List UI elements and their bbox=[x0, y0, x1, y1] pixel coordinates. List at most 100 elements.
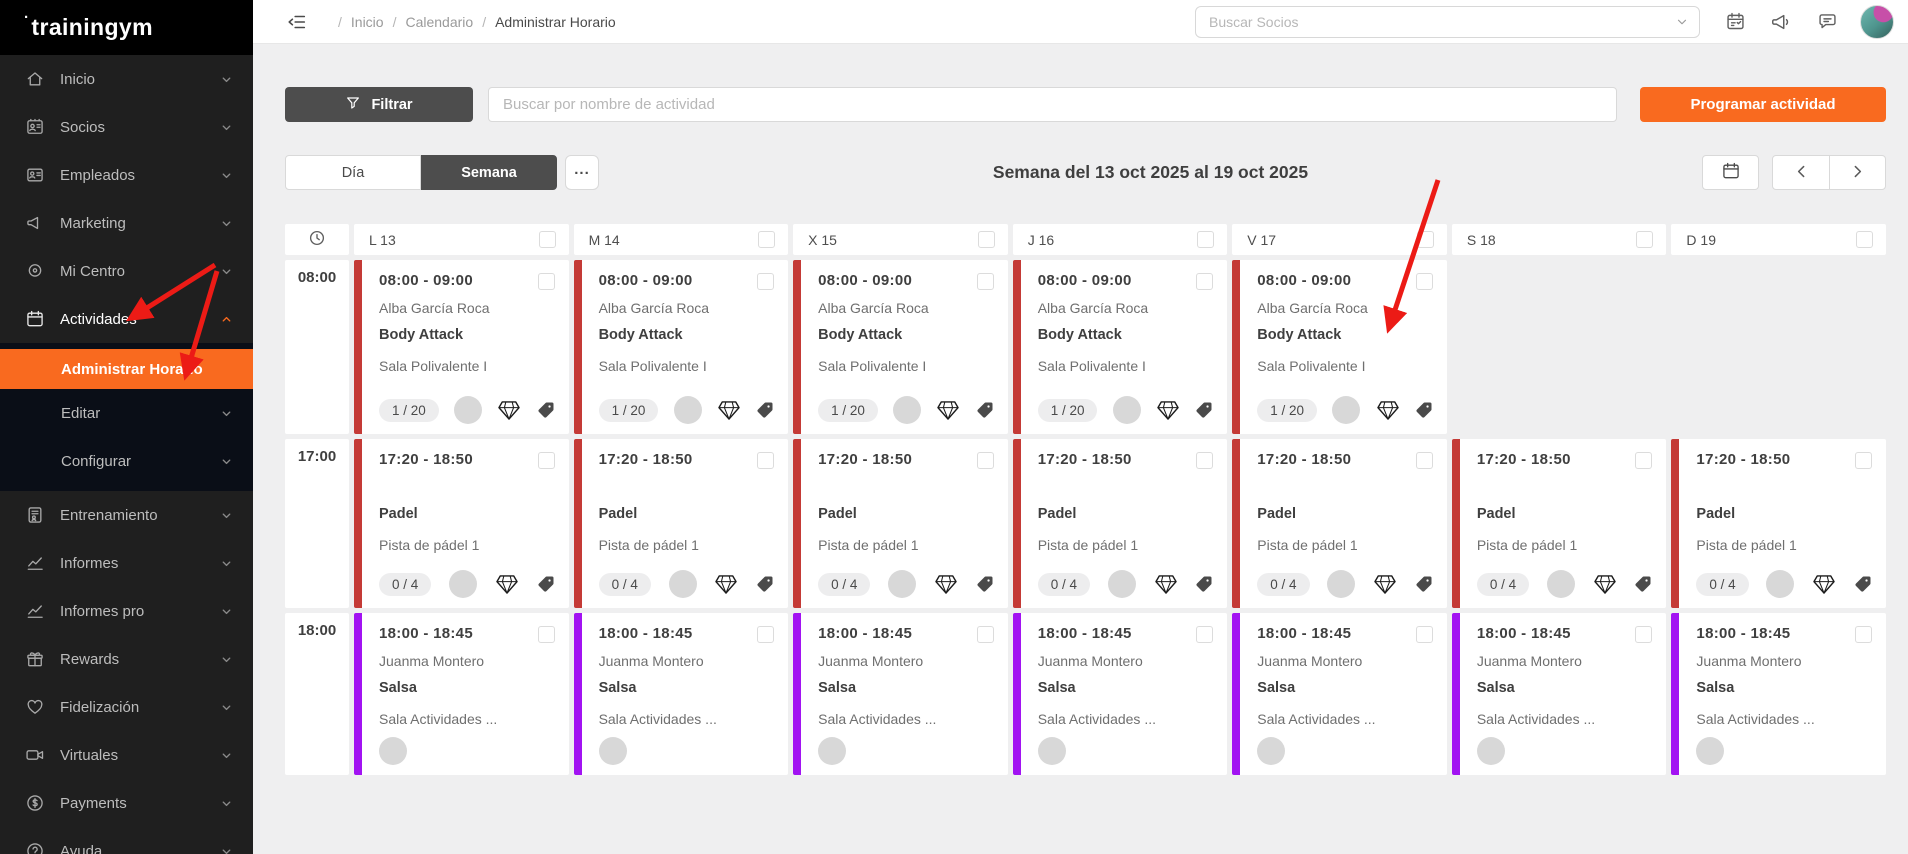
tag-icon[interactable] bbox=[756, 575, 774, 593]
diamond-icon[interactable] bbox=[714, 574, 738, 595]
avatar[interactable] bbox=[1860, 4, 1894, 39]
event-checkbox[interactable] bbox=[537, 273, 555, 290]
calendar-picker-button[interactable] bbox=[1702, 155, 1759, 190]
event-card-body-attack-day5[interactable]: 08:00 - 09:00 Alba García Roca Body Attack… bbox=[1232, 260, 1447, 434]
event-checkbox[interactable] bbox=[757, 626, 775, 643]
event-checkbox[interactable] bbox=[537, 626, 555, 643]
event-checkbox[interactable] bbox=[976, 626, 994, 643]
day-select-checkbox[interactable] bbox=[977, 231, 995, 248]
sidebar-item-empleados[interactable]: Empleados bbox=[0, 151, 253, 199]
event-card-salsa-day2[interactable]: 18:00 - 18:45 Juanma Montero Salsa Sala Act… bbox=[573, 613, 789, 775]
diamond-icon[interactable] bbox=[1376, 400, 1400, 421]
event-card-body-attack-day4[interactable]: 08:00 - 09:00 Alba García Roca Body Attack… bbox=[1012, 260, 1228, 434]
breadcrumb-item-calendario[interactable]: Calendario bbox=[405, 13, 474, 30]
diamond-icon[interactable] bbox=[1156, 400, 1180, 421]
sidebar-item-fidelizacion[interactable]: Fidelización bbox=[0, 683, 253, 731]
sidebar-subitem-administrar-horario[interactable]: Administrar Horario bbox=[0, 349, 253, 389]
tag-icon[interactable] bbox=[1415, 575, 1433, 593]
day-select-checkbox[interactable] bbox=[1416, 231, 1434, 248]
event-checkbox[interactable] bbox=[1196, 626, 1214, 643]
event-card-salsa-day7[interactable]: 18:00 - 18:45 Juanma Montero Salsa Sala Act… bbox=[1671, 613, 1886, 775]
diamond-icon[interactable] bbox=[1373, 574, 1397, 595]
event-card-padel-day4[interactable]: 17:20 - 18:50 Padel Pista de pádel 1 0 / 4 bbox=[1012, 439, 1228, 608]
sidebar-subitem-editar[interactable]: Editar bbox=[0, 389, 253, 437]
event-checkbox[interactable] bbox=[1635, 626, 1653, 643]
schedule-activity-button[interactable]: Programar actividad bbox=[1640, 87, 1886, 122]
event-card-padel-day5[interactable]: 17:20 - 18:50 Padel Pista de pádel 1 0 / 4 bbox=[1232, 439, 1447, 608]
next-week-button[interactable] bbox=[1829, 156, 1885, 189]
event-checkbox[interactable] bbox=[1635, 452, 1653, 469]
event-card-salsa-day6[interactable]: 18:00 - 18:45 Juanma Montero Salsa Sala Act… bbox=[1451, 613, 1667, 775]
chat-icon[interactable] bbox=[1816, 11, 1838, 33]
tag-icon[interactable] bbox=[976, 575, 994, 593]
sidebar-item-informes[interactable]: Informes bbox=[0, 539, 253, 587]
diamond-icon[interactable] bbox=[1154, 574, 1178, 595]
event-card-salsa-day4[interactable]: 18:00 - 18:45 Juanma Montero Salsa Sala Act… bbox=[1012, 613, 1228, 775]
tag-icon[interactable] bbox=[537, 575, 555, 593]
sidebar-item-marketing[interactable]: Marketing bbox=[0, 199, 253, 247]
event-checkbox[interactable] bbox=[1196, 452, 1214, 469]
tag-icon[interactable] bbox=[756, 401, 774, 419]
tag-icon[interactable] bbox=[1195, 401, 1213, 419]
diamond-icon[interactable] bbox=[1812, 574, 1836, 595]
event-card-padel-day7[interactable]: 17:20 - 18:50 Padel Pista de pádel 1 0 / 4 bbox=[1671, 439, 1886, 608]
tag-icon[interactable] bbox=[1195, 575, 1213, 593]
view-toggle-day[interactable]: Día bbox=[285, 155, 421, 190]
event-card-body-attack-day1[interactable]: 08:00 - 09:00 Alba García Roca Body Attack… bbox=[354, 260, 569, 434]
event-card-padel-day2[interactable]: 17:20 - 18:50 Padel Pista de pádel 1 0 / 4 bbox=[573, 439, 789, 608]
event-card-body-attack-day3[interactable]: 08:00 - 09:00 Alba García Roca Body Attack… bbox=[793, 260, 1008, 434]
sidebar-item-rewards[interactable]: Rewards bbox=[0, 635, 253, 683]
tag-icon[interactable] bbox=[1415, 401, 1433, 419]
megaphone-icon[interactable] bbox=[1770, 11, 1792, 33]
event-checkbox[interactable] bbox=[1854, 452, 1872, 469]
event-checkbox[interactable] bbox=[1196, 273, 1214, 290]
event-checkbox[interactable] bbox=[976, 452, 994, 469]
event-checkbox[interactable] bbox=[1415, 273, 1433, 290]
diamond-icon[interactable] bbox=[936, 400, 960, 421]
diamond-icon[interactable] bbox=[934, 574, 958, 595]
event-card-body-attack-day2[interactable]: 08:00 - 09:00 Alba García Roca Body Attack… bbox=[573, 260, 789, 434]
sidebar-item-entrenamiento[interactable]: Entrenamiento bbox=[0, 491, 253, 539]
sidebar-item-payments[interactable]: Payments bbox=[0, 779, 253, 827]
sidebar-collapse-icon[interactable] bbox=[284, 9, 310, 35]
event-checkbox[interactable] bbox=[1415, 452, 1433, 469]
sidebar-item-actividades[interactable]: Actividades bbox=[0, 295, 253, 343]
event-checkbox[interactable] bbox=[1854, 626, 1872, 643]
tag-icon[interactable] bbox=[976, 401, 994, 419]
event-checkbox[interactable] bbox=[757, 452, 775, 469]
event-card-padel-day6[interactable]: 17:20 - 18:50 Padel Pista de pádel 1 0 / 4 bbox=[1451, 439, 1667, 608]
brand-logo[interactable]: · trainingym bbox=[0, 0, 253, 55]
sidebar-subitem-configurar[interactable]: Configurar bbox=[0, 437, 253, 485]
event-card-padel-day1[interactable]: 17:20 - 18:50 Padel Pista de pádel 1 0 / 4 bbox=[354, 439, 569, 608]
day-select-checkbox[interactable] bbox=[1636, 231, 1654, 248]
more-options-button[interactable]: ... bbox=[565, 155, 599, 190]
breadcrumb-item-inicio[interactable]: Inicio bbox=[350, 13, 384, 30]
tag-icon[interactable] bbox=[1854, 575, 1872, 593]
day-select-checkbox[interactable] bbox=[1855, 231, 1873, 248]
sidebar-item-virtuales[interactable]: Virtuales bbox=[0, 731, 253, 779]
member-search-input[interactable] bbox=[1195, 5, 1700, 38]
tag-icon[interactable] bbox=[1634, 575, 1652, 593]
event-card-salsa-day1[interactable]: 18:00 - 18:45 Juanma Montero Salsa Sala Act… bbox=[354, 613, 569, 775]
diamond-icon[interactable] bbox=[497, 400, 521, 421]
event-checkbox[interactable] bbox=[976, 273, 994, 290]
event-checkbox[interactable] bbox=[537, 452, 555, 469]
sidebar-item-mi-centro[interactable]: Mi Centro bbox=[0, 247, 253, 295]
event-card-padel-day3[interactable]: 17:20 - 18:50 Padel Pista de pádel 1 0 / 4 bbox=[793, 439, 1008, 608]
day-select-checkbox[interactable] bbox=[1197, 231, 1215, 248]
day-select-checkbox[interactable] bbox=[758, 231, 776, 248]
event-card-salsa-day3[interactable]: 18:00 - 18:45 Juanma Montero Salsa Sala Act… bbox=[793, 613, 1008, 775]
event-card-salsa-day5[interactable]: 18:00 - 18:45 Juanma Montero Salsa Sala Act… bbox=[1232, 613, 1447, 775]
sidebar-item-socios[interactable]: Socios bbox=[0, 103, 253, 151]
chevron-down-icon[interactable] bbox=[1675, 15, 1689, 34]
event-checkbox[interactable] bbox=[1415, 626, 1433, 643]
diamond-icon[interactable] bbox=[717, 400, 741, 421]
sidebar-item-ayuda[interactable]: Ayuda bbox=[0, 827, 253, 854]
event-checkbox[interactable] bbox=[757, 273, 775, 290]
view-toggle-week[interactable]: Semana bbox=[421, 155, 557, 190]
day-select-checkbox[interactable] bbox=[538, 231, 556, 248]
sidebar-item-informes-pro[interactable]: Informes pro bbox=[0, 587, 253, 635]
activity-search-input[interactable] bbox=[488, 87, 1617, 122]
calendar-check-icon[interactable] bbox=[1724, 11, 1746, 33]
diamond-icon[interactable] bbox=[495, 574, 519, 595]
